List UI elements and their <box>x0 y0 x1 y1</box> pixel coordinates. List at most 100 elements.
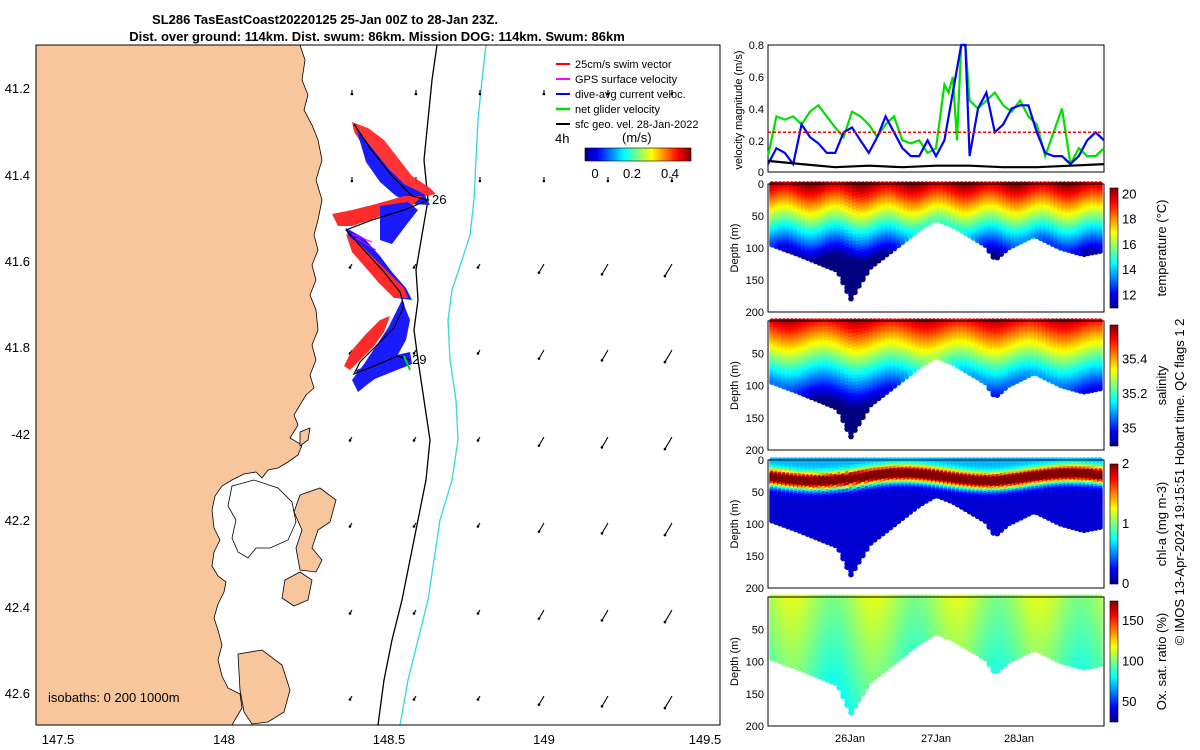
geo-velocity-arrow <box>664 609 673 623</box>
geo-velocity-arrow <box>601 349 609 361</box>
colorbar-tick: 0 <box>591 166 598 181</box>
day-label-26: 26 <box>432 192 446 207</box>
map-ytick: 42.6 <box>5 686 30 701</box>
isobath-200m <box>377 44 438 726</box>
geo-velocity-arrowhead <box>348 439 352 442</box>
section-sample <box>1097 248 1103 254</box>
map-ytick: 41.2 <box>5 81 30 96</box>
colorbar-tick: 18 <box>1122 212 1136 227</box>
map-xtick: 149.5 <box>689 732 722 747</box>
geo-velocity-arrowhead <box>476 439 480 442</box>
map-ytick: 42.2 <box>5 513 30 528</box>
section-sample <box>864 270 870 276</box>
section-sample <box>887 248 894 255</box>
geo-velocity-arrow <box>601 609 609 621</box>
glider-track: 26 29 <box>332 122 446 392</box>
section-sample <box>856 283 862 289</box>
island <box>281 571 313 607</box>
geo-velocity-arrowhead <box>414 92 418 96</box>
colorbar-tick: 20 <box>1122 186 1136 201</box>
velocity-lines <box>766 43 1105 169</box>
peninsula <box>293 487 337 573</box>
geo-velocity-arrow <box>601 522 609 534</box>
vel-ytick: 0 <box>758 167 764 179</box>
map-ytick: 41.8 <box>5 340 30 355</box>
vel-ytick: 0.2 <box>749 136 764 148</box>
section-sample <box>891 245 898 252</box>
swim-vector-fan <box>344 316 390 370</box>
velocity-panel: 0.8 0.6 0.4 0.2 0 velocity magnitude (m/… <box>733 40 1105 179</box>
section-sample <box>852 289 858 296</box>
geo-velocity-arrowhead <box>600 446 604 449</box>
track-line <box>344 123 430 376</box>
geo-velocity-arrowhead <box>537 444 541 447</box>
map-legend: 25cm/s swim vector GPS surface velocity … <box>555 59 699 181</box>
section-sample <box>899 239 906 245</box>
geo-velocity-arrowhead <box>348 698 352 701</box>
geo-velocity-arrowhead <box>476 352 480 355</box>
geo-velocity-arrowhead <box>412 525 416 528</box>
land-mass <box>35 44 323 726</box>
geo-velocity-arrow <box>538 609 545 619</box>
map-ytick: 41.6 <box>5 254 30 269</box>
map-xtick: 148 <box>213 732 235 747</box>
geo-velocity-arrow <box>601 695 609 707</box>
section-sample <box>907 233 914 239</box>
map-panel: 26 29 25cm/s swim vector GPS surface vel… <box>5 44 722 747</box>
geo-velocity-arrowhead <box>412 612 416 615</box>
section-sample <box>879 254 886 261</box>
geo-velocity-arrowhead <box>476 266 480 269</box>
section-ytick: 100 <box>746 243 764 255</box>
island <box>237 649 291 725</box>
geo-velocity-arrowhead <box>348 266 352 269</box>
geo-velocity-arrow <box>664 522 673 536</box>
speed-colorbar <box>584 147 692 162</box>
geo-velocity-arrowhead <box>542 92 546 96</box>
sfc-geo-velocity-arrows <box>348 89 674 710</box>
legend-label-current: dive-avg current veloc. <box>575 89 686 101</box>
vel-ytick: 0.4 <box>749 104 764 116</box>
isobaths-label: isobaths: 0 200 1000m <box>48 690 180 705</box>
map-xtick: 147.5 <box>42 732 75 747</box>
geo-velocity-arrowhead <box>670 179 674 183</box>
legend-label-geo: sfc geo. vel. 28-Jan-2022 <box>575 119 699 131</box>
current-vector-fan <box>380 202 418 244</box>
geo-velocity-arrow <box>664 436 673 450</box>
geo-velocity-arrow <box>538 436 545 446</box>
geo-velocity-arrow <box>601 436 609 448</box>
section-ylabel: Depth (m) <box>729 224 741 273</box>
current-vector-fan <box>356 128 430 205</box>
geo-velocity-arrowhead <box>478 179 482 183</box>
swim-vector-fan <box>352 122 436 198</box>
vel-ytick: 0.8 <box>749 40 764 52</box>
section-sample <box>848 433 854 440</box>
geo-velocity-arrowhead <box>600 619 604 622</box>
map-ytick: -42 <box>11 427 30 442</box>
time-step-label: 4h <box>555 131 569 146</box>
legend-label-gps: GPS surface velocity <box>575 74 678 86</box>
section-sample <box>848 295 854 302</box>
geo-velocity-arrowhead <box>537 271 541 274</box>
geo-velocity-arrowhead <box>600 359 604 362</box>
velocity-series-3 <box>767 159 1105 169</box>
net-glider-velocity <box>403 355 411 371</box>
geo-velocity-arrow <box>601 263 609 275</box>
geo-velocity-arrow <box>664 263 673 277</box>
velocity-series-1 <box>767 43 1105 167</box>
geo-velocity-arrowhead <box>663 360 667 364</box>
geo-velocity-arrowhead <box>412 698 416 701</box>
section-sample <box>883 251 890 258</box>
section-ytick: 200 <box>746 307 764 319</box>
geo-velocity-arrowhead <box>606 92 610 96</box>
colorbar-tick: 14 <box>1122 262 1136 277</box>
geo-velocity-arrow <box>664 349 673 363</box>
section-sample <box>903 236 910 242</box>
velocity-frame <box>767 44 1105 173</box>
geo-velocity-arrowhead <box>663 620 667 624</box>
geo-velocity-arrowhead <box>537 530 541 533</box>
geo-velocity-arrowhead <box>412 352 416 355</box>
colorbar-label: temperature (°C) <box>1154 200 1169 297</box>
geo-velocity-arrow <box>538 349 545 359</box>
